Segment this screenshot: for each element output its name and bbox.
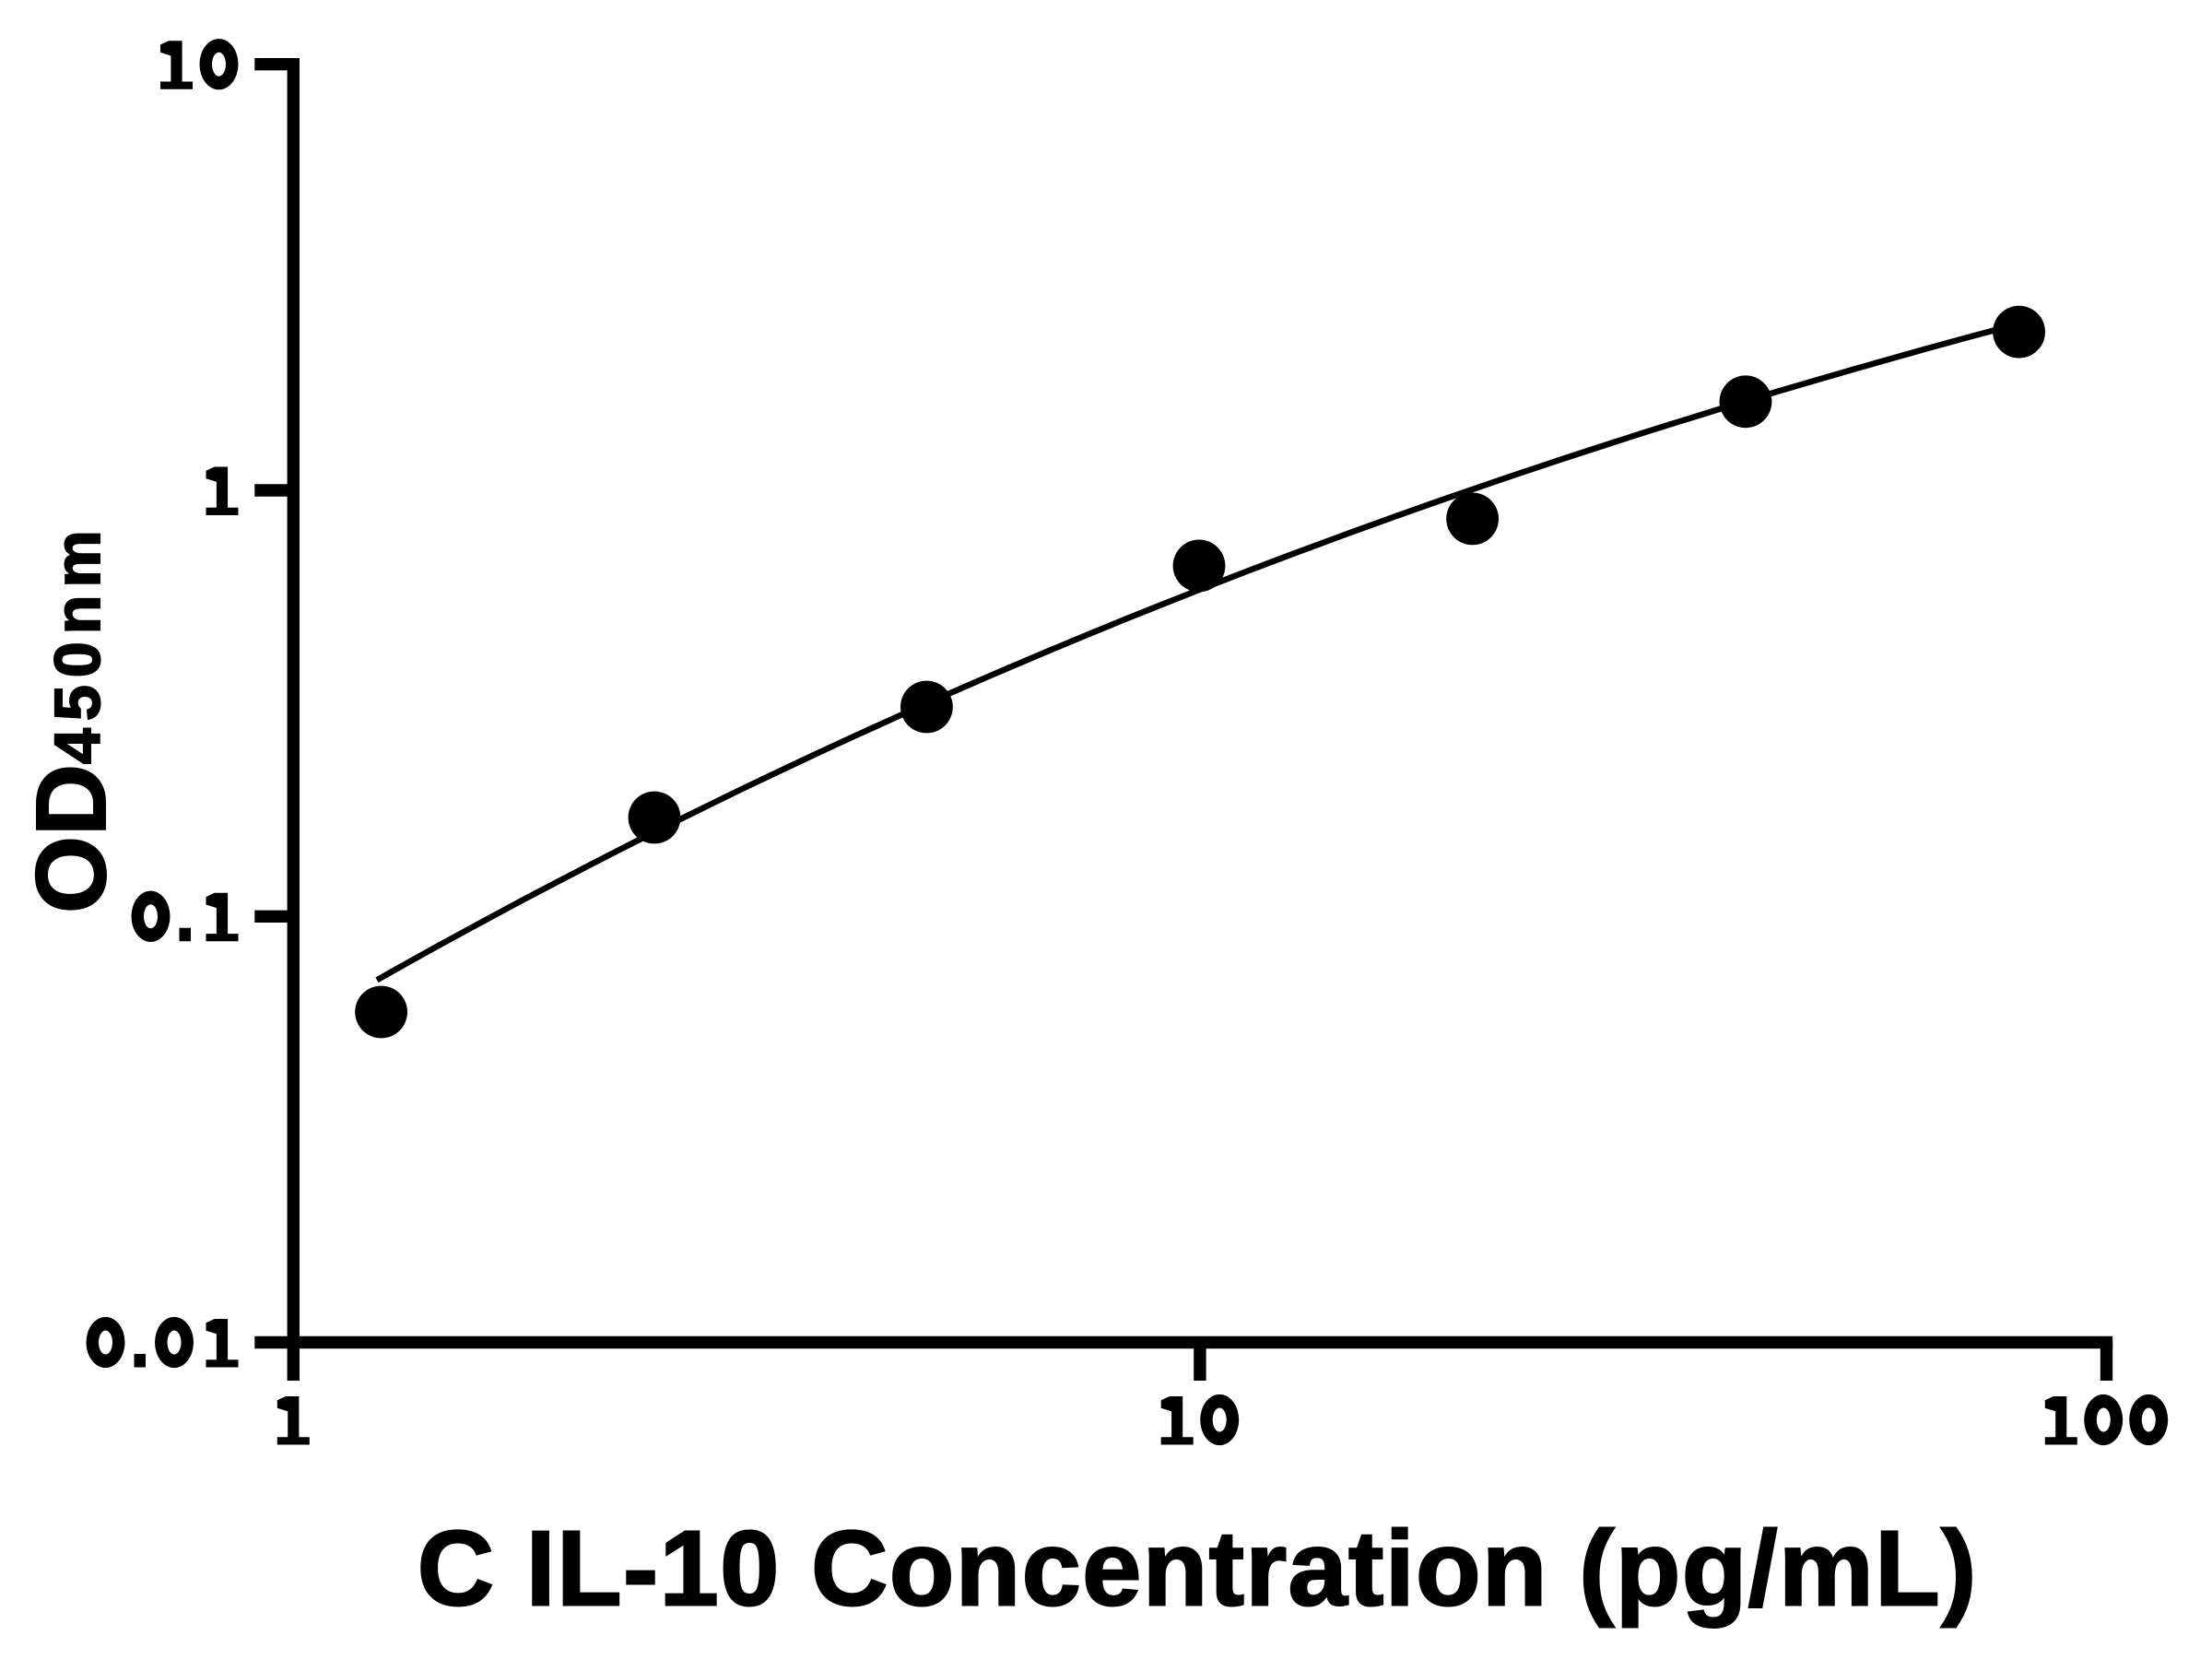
svg-text:C IL-10 Concentration (pg/mL): C IL-10 Concentration (pg/mL) <box>417 1509 1977 1629</box>
